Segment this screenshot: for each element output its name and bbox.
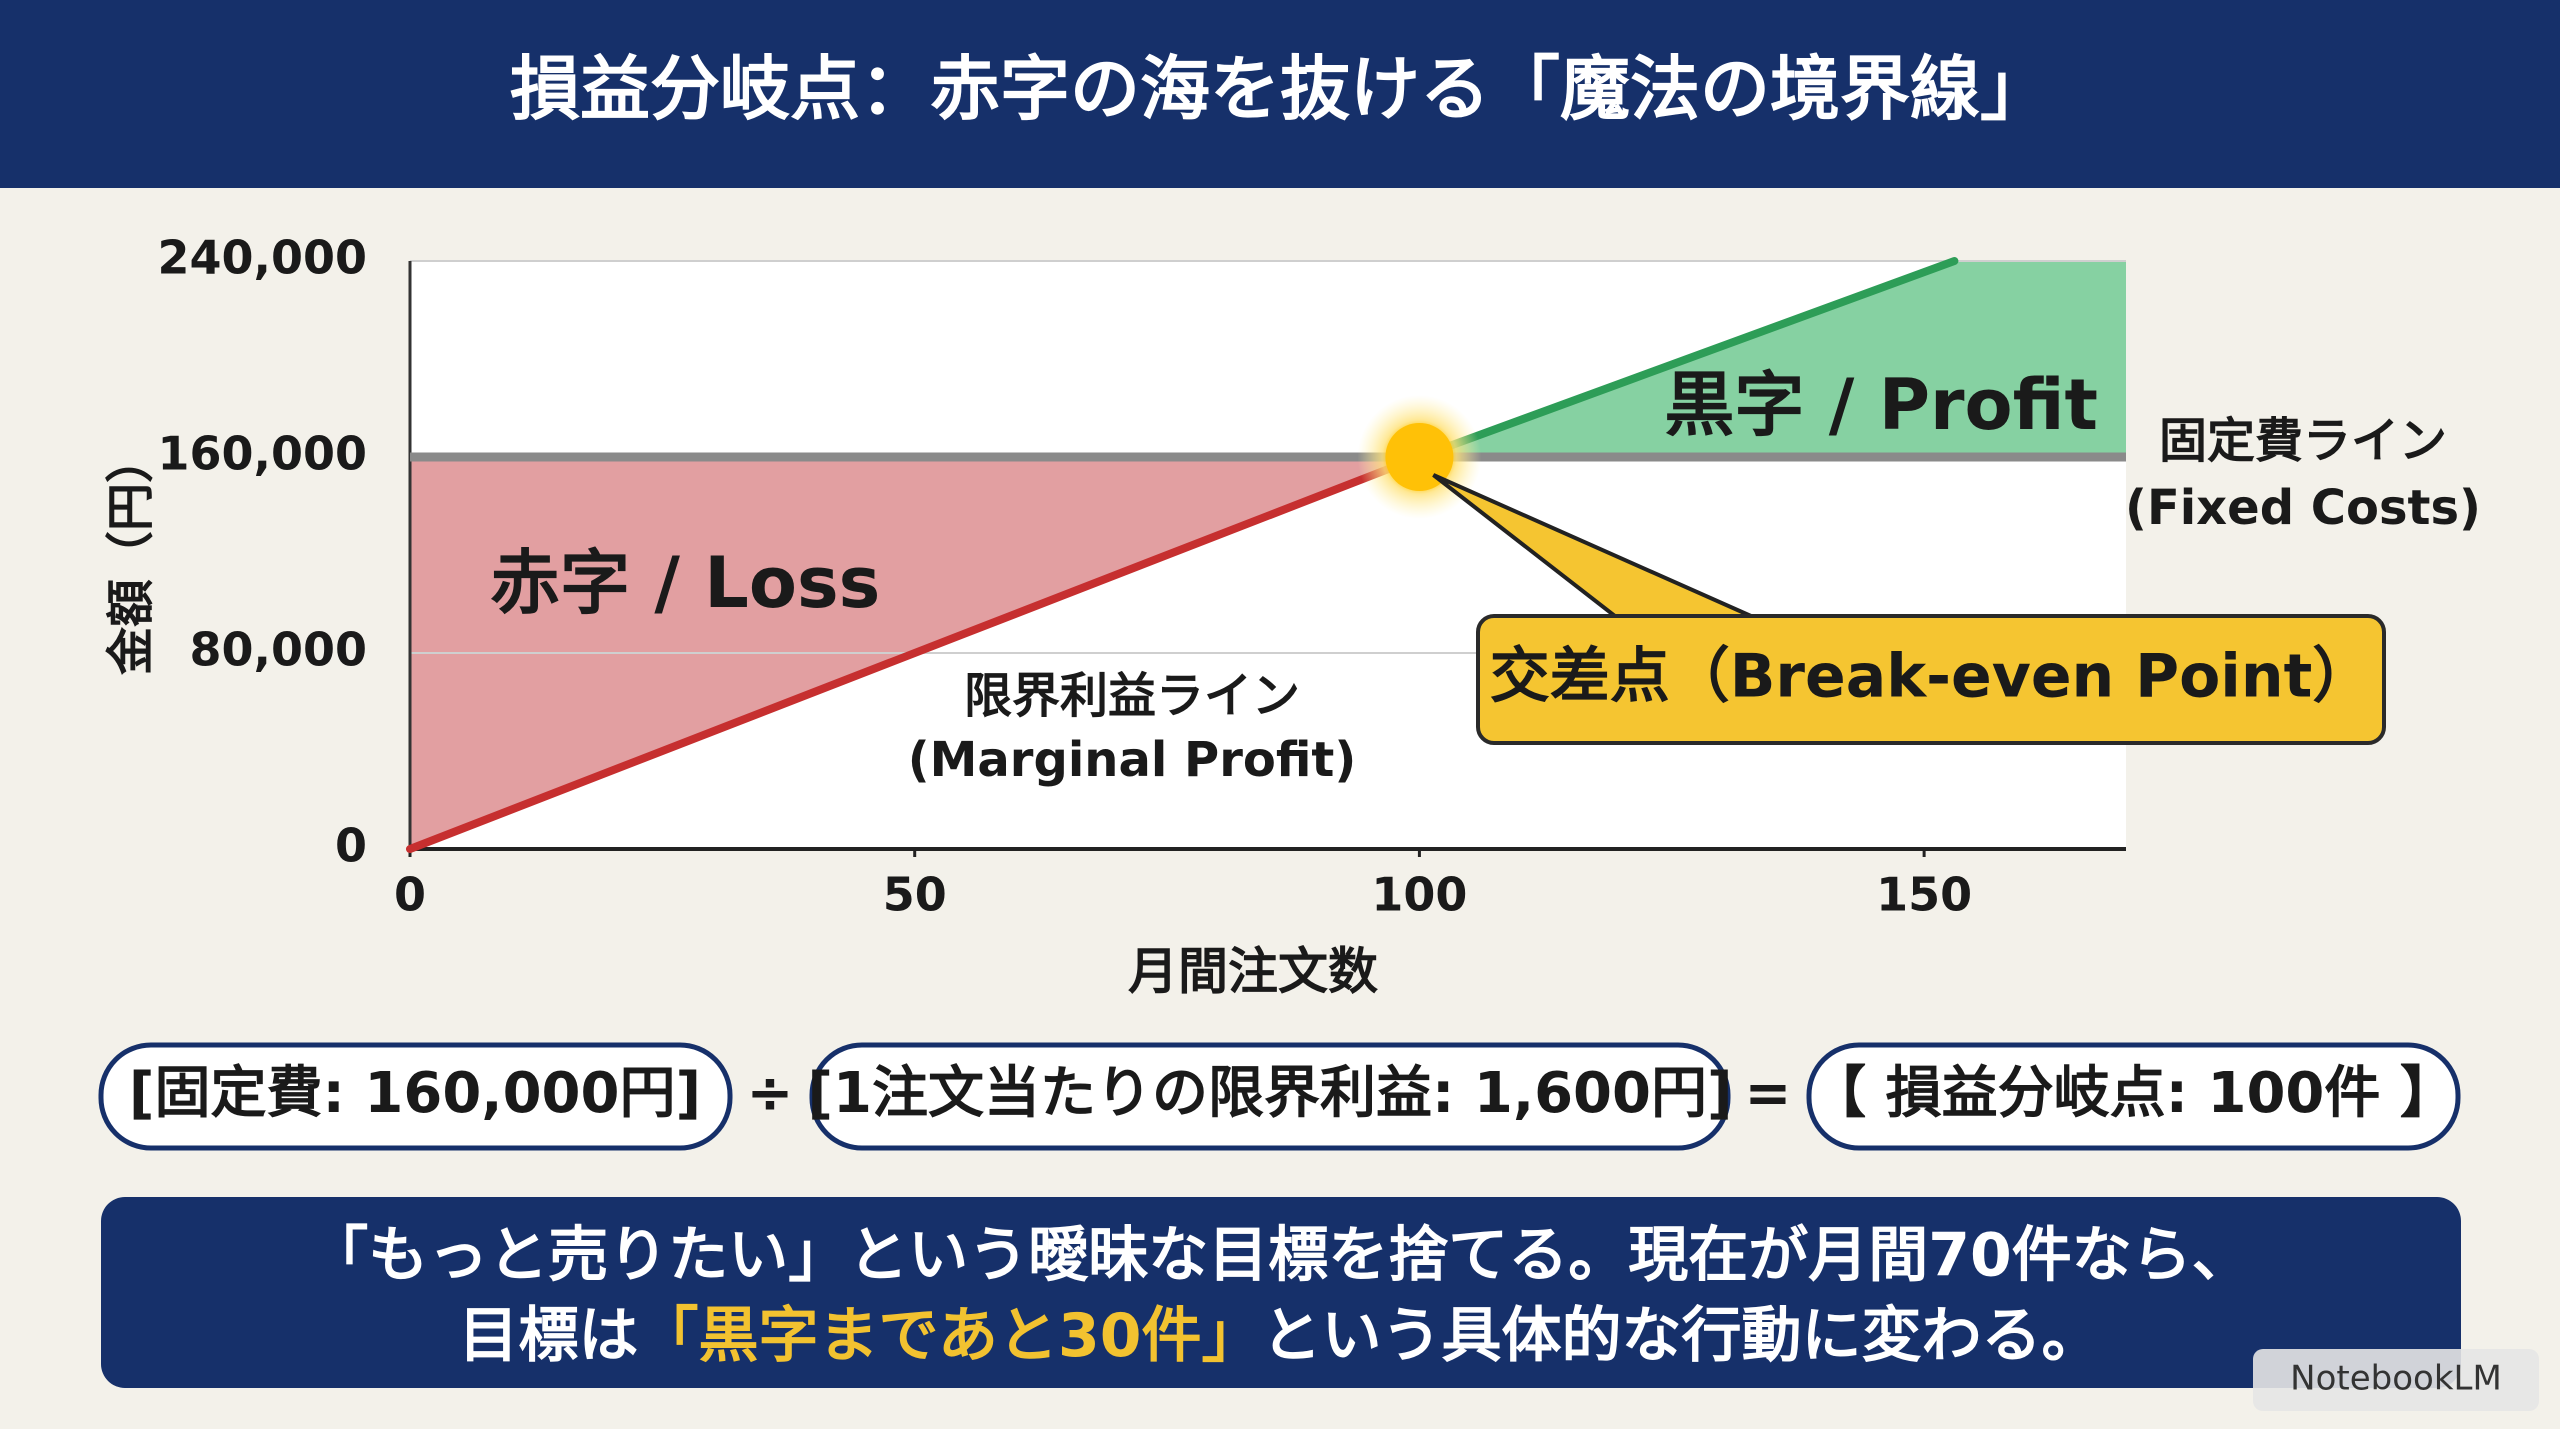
- x-tick-label: 50: [883, 868, 947, 922]
- profit-label: 黒字 / Profit: [1664, 364, 2098, 446]
- y-tick-label: 160,000: [157, 427, 367, 481]
- footer-box: [101, 1197, 2461, 1388]
- plot: 0 80,000 160,000 240,000 0 50 100 150 金額（円） 月間注文数…: [103, 231, 2481, 1001]
- y-axis-label: 金額（円）: [103, 435, 159, 676]
- footer-text: 目標は: [459, 1301, 639, 1371]
- footer-text: という具体的な行動に変わる。: [1261, 1301, 2101, 1371]
- formula-box: [809, 1042, 1731, 1151]
- footer-highlight: 「黒字まであと30件」: [639, 1301, 1262, 1371]
- x-axis-label: 月間注文数: [1128, 943, 1378, 1001]
- footer-line: 「もっと売りたい」という曖昧な目標を捨てる。現在が月間70件なら、: [308, 1221, 2252, 1291]
- y-tick-label: 240,000: [157, 231, 367, 285]
- formula-box: [1806, 1042, 2461, 1151]
- badge-text: NotebookLM: [2290, 1359, 2502, 1399]
- x-tick-label: 100: [1371, 868, 1467, 922]
- break-even-label: 交差点（Break-even Point）: [1490, 642, 2373, 712]
- formula-margin: [1注文当たりの限界利益: 1,600円]: [807, 1061, 1732, 1126]
- badge: [2253, 1349, 2539, 1411]
- y-tick-label: 80,000: [189, 623, 367, 677]
- loss-label: 赤字 / Loss: [490, 542, 880, 624]
- callout-box: [1476, 614, 2386, 745]
- break-even-point: [1385, 423, 1454, 491]
- formula-operator: =: [1745, 1061, 1792, 1126]
- formula-result: 【 損益分岐点: 100件 】: [1810, 1061, 2456, 1126]
- x-tick-label: 0: [394, 868, 426, 922]
- series-label: (Marginal Profit): [908, 732, 1357, 788]
- formula-operator: ÷: [747, 1061, 794, 1126]
- formula-fixed: [固定費: 160,000円]: [129, 1061, 701, 1126]
- x-tick-label: 150: [1876, 868, 1972, 922]
- marginal-profit-line: [406, 453, 1424, 853]
- footer-line: 目標は「黒字まであと30件」という具体的な行動に変わる。: [459, 1301, 2102, 1371]
- callout-join: [1625, 620, 1757, 626]
- header-bar: [0, 0, 2560, 188]
- series-label: (Fixed Costs): [2125, 480, 2481, 536]
- title: 損益分岐点：赤字の海を抜ける「魔法の境界線」: [510, 48, 2050, 130]
- profit-area: [1419, 261, 2126, 457]
- y-tick-label: 0: [335, 819, 367, 873]
- formula-box: [98, 1042, 733, 1151]
- marginal-profit-line: [1415, 257, 1959, 461]
- series-label: 限界利益ライン: [964, 668, 1300, 724]
- series-label: 固定費ライン: [2159, 413, 2447, 469]
